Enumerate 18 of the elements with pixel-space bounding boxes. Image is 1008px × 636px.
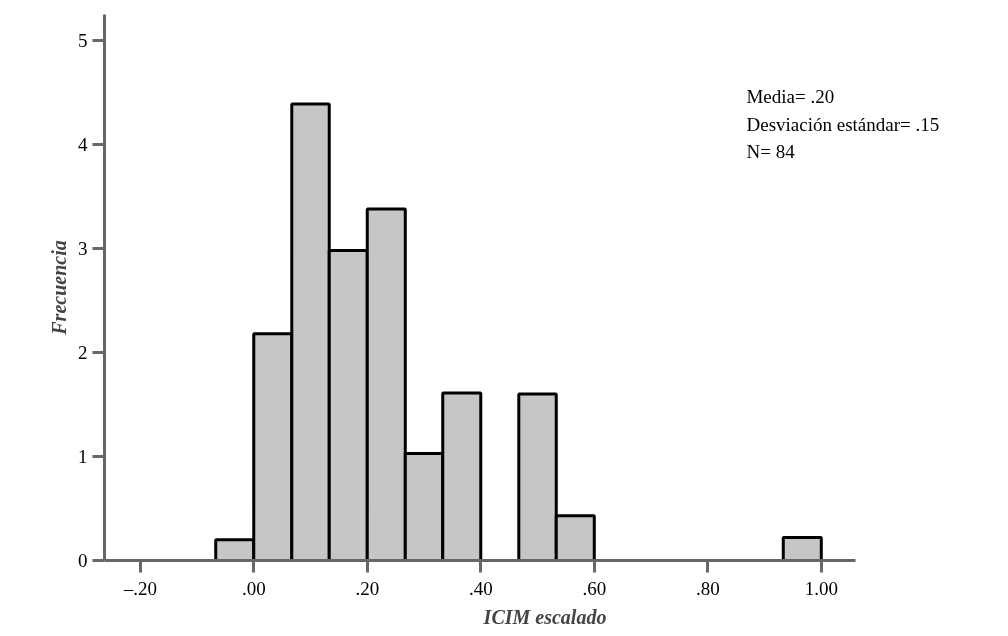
x-tick-label: .80 (695, 577, 720, 599)
x-tick-label: .00 (241, 577, 266, 599)
annotation: N= 84 (746, 140, 796, 162)
annotation: Desviación estándar= .15 (746, 113, 940, 135)
x-tick-label: .40 (468, 577, 493, 599)
x-axis-title: ICIM escalado (482, 605, 607, 628)
annotation: Media= .20 (746, 86, 835, 108)
y-axis-title: Frecuencia (48, 240, 70, 336)
x-tick-label: .20 (355, 577, 380, 599)
y-tick-label: 3 (78, 238, 88, 259)
x-tick-label: 1.00 (804, 577, 838, 599)
y-tick-label: 2 (78, 342, 88, 363)
x-tick-label: –.20 (122, 577, 157, 599)
x-tick-label: .60 (582, 577, 607, 599)
y-tick-label: 1 (78, 446, 88, 467)
y-tick-label: 0 (78, 550, 88, 571)
y-tick-label: 4 (78, 134, 88, 155)
y-tick-label: 5 (78, 30, 88, 51)
